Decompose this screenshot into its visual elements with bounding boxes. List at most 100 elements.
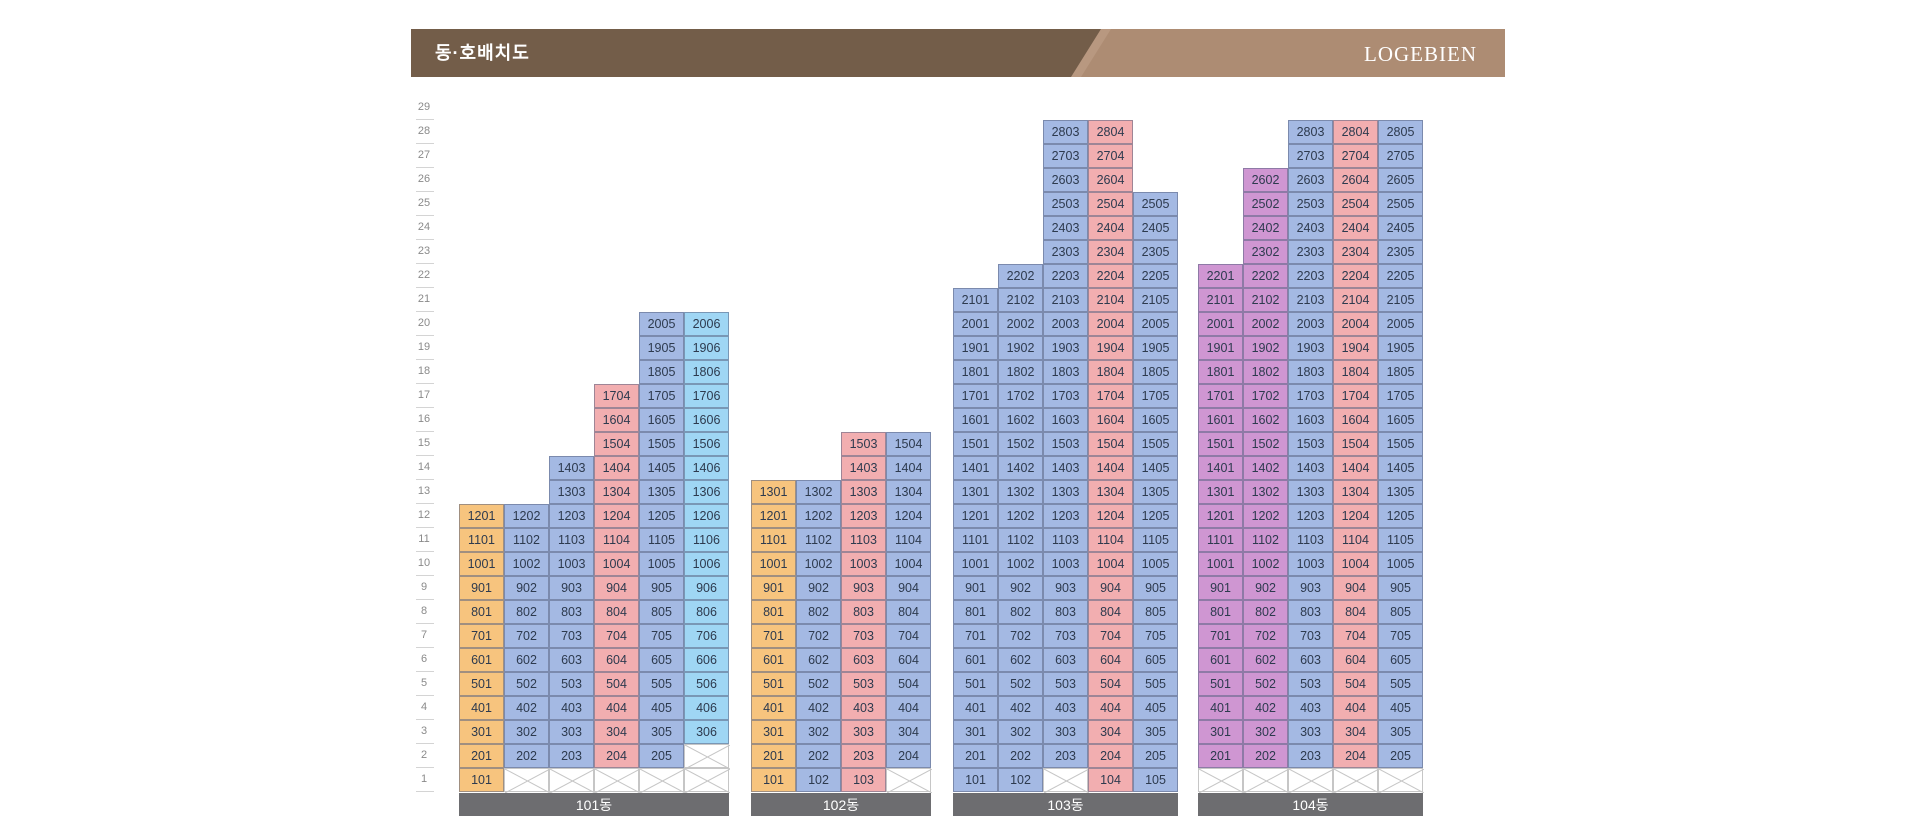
unit-cell: 2602 (1243, 168, 1288, 192)
unit-cell: 1401 (1198, 456, 1243, 480)
unit-cell: 2005 (639, 312, 684, 336)
unit-cell: 304 (1088, 720, 1133, 744)
unit-cell: 2001 (953, 312, 998, 336)
unit-cell: 1102 (504, 528, 549, 552)
unit-cell: 1201 (459, 504, 504, 528)
unit-cell: 703 (1288, 624, 1333, 648)
unit-cell: 103 (841, 768, 886, 792)
empty-unit-cell (594, 768, 640, 793)
unit-cell: 802 (1243, 600, 1288, 624)
unit-cell: 2102 (998, 288, 1043, 312)
unit-cell: 1001 (953, 552, 998, 576)
unit-cell: 1802 (1243, 360, 1288, 384)
unit-cell: 1805 (1378, 360, 1423, 384)
floor-label: 21 (417, 293, 431, 305)
floor-tick (416, 287, 434, 288)
unit-cell: 402 (504, 696, 549, 720)
unit-cell: 301 (1198, 720, 1243, 744)
unit-cell: 1102 (1243, 528, 1288, 552)
unit-cell: 1002 (796, 552, 841, 576)
unit-cell: 2803 (1288, 120, 1333, 144)
unit-cell: 1205 (1133, 504, 1178, 528)
unit-cell: 204 (1088, 744, 1133, 768)
unit-cell: 1601 (1198, 408, 1243, 432)
unit-cell: 1405 (1378, 456, 1423, 480)
unit-cell: 1604 (594, 408, 639, 432)
unit-cell: 1605 (1378, 408, 1423, 432)
unit-cell: 504 (594, 672, 639, 696)
unit-cell: 304 (594, 720, 639, 744)
unit-cell: 1501 (953, 432, 998, 456)
floor-tick (416, 695, 434, 696)
unit-cell: 901 (1198, 576, 1243, 600)
unit-cell: 1505 (1378, 432, 1423, 456)
unit-cell: 804 (594, 600, 639, 624)
cross-line (1334, 769, 1379, 793)
unit-cell: 802 (504, 600, 549, 624)
unit-cell: 1405 (1133, 456, 1178, 480)
floor-label: 10 (417, 557, 431, 569)
floor-tick (416, 143, 434, 144)
unit-cell: 801 (953, 600, 998, 624)
unit-cell: 701 (751, 624, 796, 648)
unit-cell: 603 (1043, 648, 1088, 672)
unit-cell: 201 (953, 744, 998, 768)
unit-cell: 205 (639, 744, 684, 768)
cross-line (1379, 769, 1424, 793)
empty-unit-cell (1198, 768, 1244, 793)
unit-cell: 802 (796, 600, 841, 624)
unit-cell: 406 (684, 696, 729, 720)
unit-cell: 1201 (751, 504, 796, 528)
unit-cell: 704 (1333, 624, 1378, 648)
unit-cell: 1704 (1088, 384, 1133, 408)
unit-cell: 1204 (1333, 504, 1378, 528)
unit-cell: 2705 (1378, 144, 1423, 168)
unit-cell: 601 (459, 648, 504, 672)
unit-cell: 2404 (1333, 216, 1378, 240)
unit-cell: 602 (796, 648, 841, 672)
unit-cell: 603 (841, 648, 886, 672)
unit-cell: 1503 (1288, 432, 1333, 456)
unit-cell: 1106 (684, 528, 729, 552)
unit-cell: 1702 (1243, 384, 1288, 408)
unit-cell: 2006 (684, 312, 729, 336)
floor-tick (416, 407, 434, 408)
unit-cell: 1801 (953, 360, 998, 384)
unit-cell: 1302 (1243, 480, 1288, 504)
unit-cell: 805 (1378, 600, 1423, 624)
unit-cell: 1005 (1133, 552, 1178, 576)
unit-cell: 1403 (549, 456, 594, 480)
unit-cell: 1504 (1333, 432, 1378, 456)
unit-cell: 1104 (1088, 528, 1133, 552)
building-label: 101동 (459, 793, 729, 816)
unit-cell: 2804 (1088, 120, 1133, 144)
floor-label: 26 (417, 173, 431, 185)
unit-cell: 1305 (1133, 480, 1178, 504)
unit-cell: 2505 (1133, 192, 1178, 216)
unit-cell: 1206 (684, 504, 729, 528)
unit-cell: 404 (1333, 696, 1378, 720)
unit-cell: 1304 (1333, 480, 1378, 504)
unit-cell: 1604 (1088, 408, 1133, 432)
unit-cell: 1605 (1133, 408, 1178, 432)
unit-cell: 404 (1088, 696, 1133, 720)
unit-cell: 601 (1198, 648, 1243, 672)
unit-cell: 301 (953, 720, 998, 744)
unit-cell: 2304 (1088, 240, 1133, 264)
unit-cell: 801 (751, 600, 796, 624)
unit-cell: 2403 (1043, 216, 1088, 240)
unit-cell: 2305 (1133, 240, 1178, 264)
cross-icon (550, 769, 595, 793)
unit-cell: 1601 (953, 408, 998, 432)
unit-cell: 702 (1243, 624, 1288, 648)
unit-cell: 302 (504, 720, 549, 744)
unit-cell: 1804 (1333, 360, 1378, 384)
unit-cell: 902 (504, 576, 549, 600)
unit-cell: 302 (796, 720, 841, 744)
unit-cell: 905 (639, 576, 684, 600)
unit-cell: 2003 (1043, 312, 1088, 336)
cross-icon (887, 769, 932, 793)
empty-unit-cell (1333, 768, 1379, 793)
unit-cell: 1701 (1198, 384, 1243, 408)
unit-cell: 1203 (1288, 504, 1333, 528)
